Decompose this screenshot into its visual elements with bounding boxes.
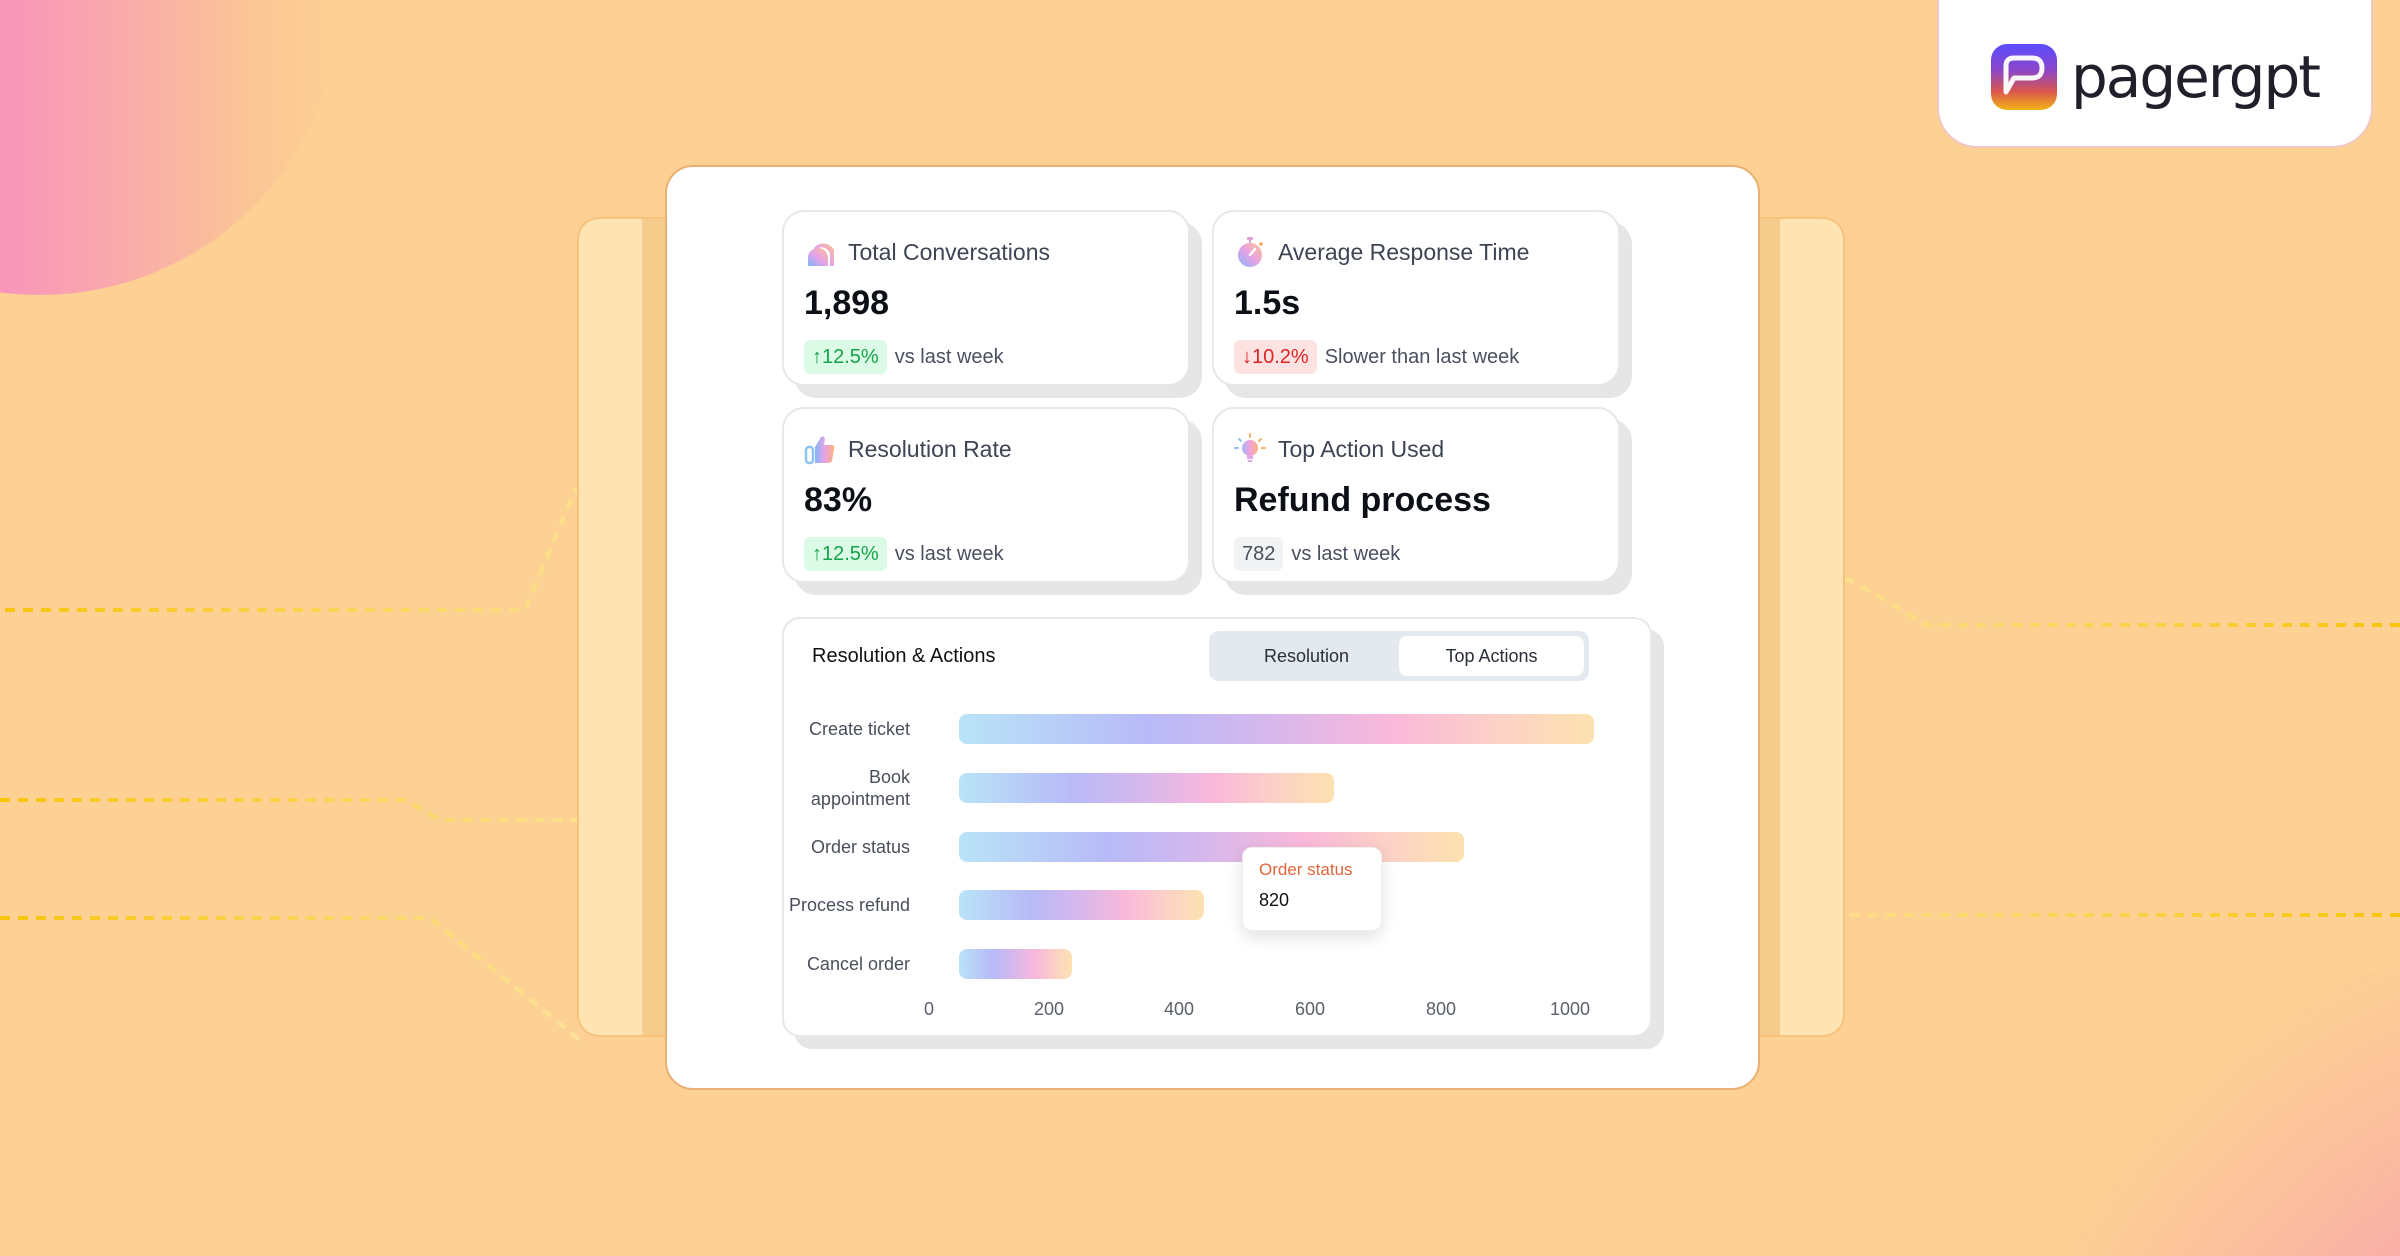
brand-logo-card: pagergpt bbox=[1937, 0, 2373, 148]
bar-book-appointment[interactable] bbox=[959, 773, 1334, 803]
x-tick: 800 bbox=[1425, 999, 1456, 1019]
thumbs-up-icon bbox=[804, 433, 836, 465]
x-tick: 200 bbox=[1033, 999, 1064, 1019]
brand-name: pagergpt bbox=[2070, 43, 2321, 111]
tooltip-value: 820 bbox=[1259, 890, 1290, 910]
stat-note: vs last week bbox=[894, 345, 1004, 368]
count-badge: 782 bbox=[1234, 537, 1284, 571]
bar-create-ticket[interactable] bbox=[959, 714, 1594, 744]
stat-note: Slower than last week bbox=[1324, 345, 1520, 368]
bar-row-process-refund: Process refund bbox=[784, 890, 1650, 920]
stat-card-average-response-time: Average Response Time 1.5s ↓10.2% Slower… bbox=[1212, 210, 1620, 386]
lightbulb-icon bbox=[1234, 433, 1266, 465]
bar-label: Process refund bbox=[788, 895, 910, 915]
stat-label: Resolution Rate bbox=[848, 435, 1012, 462]
stat-card-top-action-used: Top Action Used Refund process 782 vs la… bbox=[1212, 407, 1620, 583]
tab-top-actions[interactable]: Top Actions bbox=[1399, 636, 1584, 676]
bar-cancel-order[interactable] bbox=[959, 949, 1072, 979]
trend-badge-up: ↑12.5% bbox=[804, 537, 887, 571]
stat-label: Average Response Time bbox=[1278, 238, 1530, 265]
stat-note: vs last week bbox=[1291, 542, 1401, 565]
x-tick: 400 bbox=[1163, 999, 1194, 1019]
stat-note: vs last week bbox=[894, 542, 1004, 565]
bar-label: Create ticket bbox=[808, 719, 910, 739]
chart-title: Resolution & Actions bbox=[812, 645, 996, 667]
bar-order-status[interactable] bbox=[959, 832, 1464, 862]
bar-row-create-ticket: Create ticket bbox=[784, 714, 1650, 744]
bar-row-book-appointment: Book appointment bbox=[784, 767, 1650, 809]
bar-row-cancel-order: Cancel order bbox=[784, 949, 1650, 979]
pagergpt-logo-icon bbox=[1990, 44, 2057, 110]
bar-tooltip: Order status 820 bbox=[1242, 847, 1382, 931]
stat-value: 1,898 bbox=[804, 284, 890, 322]
bar-process-refund[interactable] bbox=[959, 890, 1204, 920]
stat-value: Refund process bbox=[1234, 481, 1491, 519]
chart-view-toggle: Resolution Top Actions bbox=[1209, 631, 1589, 681]
bar-label: Cancel order bbox=[806, 954, 910, 974]
bar-label: Order status bbox=[810, 837, 910, 857]
trend-badge-up: ↑12.5% bbox=[804, 340, 887, 374]
conversation-arc-icon bbox=[804, 236, 836, 268]
stat-card-total-conversations: Total Conversations 1,898 ↑12.5% vs last… bbox=[782, 210, 1190, 386]
dashboard-card: Total Conversations 1,898 ↑12.5% vs last… bbox=[665, 165, 1760, 1090]
x-tick: 0 bbox=[923, 999, 934, 1019]
stat-value: 83% bbox=[804, 481, 873, 519]
stopwatch-icon bbox=[1234, 236, 1266, 268]
stat-value: 1.5s bbox=[1234, 284, 1301, 322]
bar-row-order-status: Order status bbox=[784, 832, 1650, 862]
tab-resolution[interactable]: Resolution bbox=[1263, 645, 1350, 666]
stat-label: Top Action Used bbox=[1278, 435, 1445, 462]
stat-label: Total Conversations bbox=[848, 238, 1050, 265]
bar-label: Book appointment bbox=[810, 767, 910, 809]
x-tick: 1000 bbox=[1549, 999, 1590, 1019]
trend-badge-down: ↓10.2% bbox=[1234, 340, 1317, 374]
x-tick: 600 bbox=[1294, 999, 1325, 1019]
resolution-actions-chart-card: Resolution & Actions Resolution Top Acti… bbox=[782, 617, 1652, 1037]
tooltip-category: Order status bbox=[1259, 860, 1353, 879]
stat-card-resolution-rate: Resolution Rate 83% ↑12.5% vs last week bbox=[782, 407, 1190, 583]
